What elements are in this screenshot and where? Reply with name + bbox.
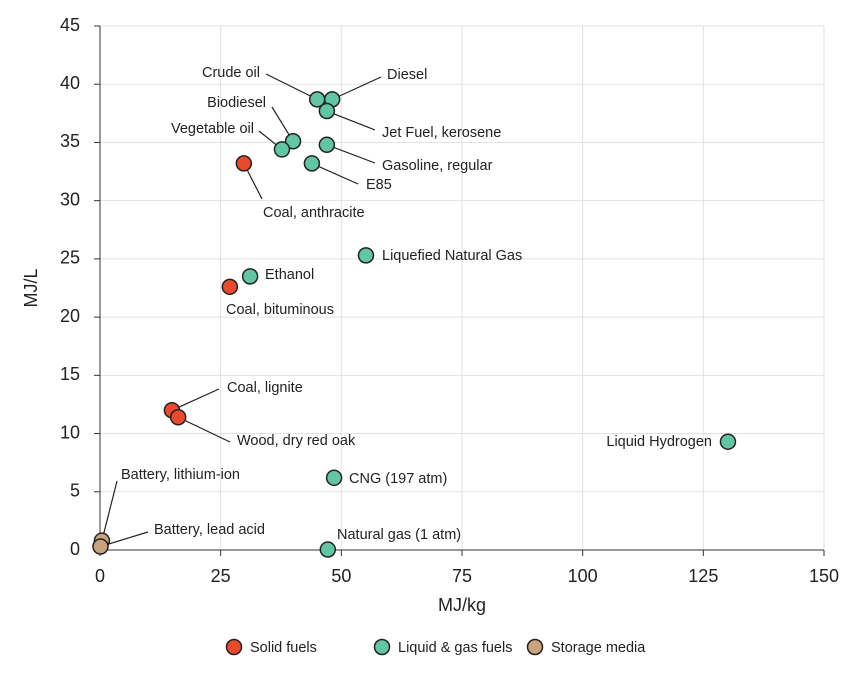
point-label: Crude oil (202, 65, 260, 81)
legend-marker (526, 638, 544, 656)
leader-line (311, 162, 359, 185)
legend-label: Solid fuels (250, 640, 317, 656)
y-tick-label: 30 (60, 189, 80, 209)
point (318, 136, 336, 154)
point-label: Battery, lead acid (154, 522, 265, 538)
point-label: Liquid Hydrogen (606, 434, 712, 450)
y-tick-label: 15 (60, 364, 80, 384)
point-label: Coal, lignite (227, 380, 303, 396)
x-tick-label: 50 (331, 566, 351, 586)
point-label: Ethanol (265, 267, 314, 283)
x-tick-label: 0 (95, 566, 105, 586)
point-label: Wood, dry red oak (237, 433, 356, 449)
leader-line (177, 416, 231, 443)
x-tick-label: 150 (809, 566, 839, 586)
point (92, 538, 109, 555)
y-tick-label: 20 (60, 306, 80, 326)
point-label: CNG (197 atm) (349, 471, 447, 487)
point-label: Liquefied Natural Gas (382, 248, 522, 264)
x-axis-title: MJ/kg (438, 595, 486, 615)
point-label: Jet Fuel, kerosene (382, 125, 501, 141)
y-tick-label: 25 (60, 248, 80, 268)
leader-line (100, 531, 149, 548)
leader-line (101, 480, 118, 541)
point (319, 541, 337, 558)
point-label: Coal, bituminous (226, 302, 334, 318)
legend-label: Liquid & gas fuels (398, 640, 512, 656)
legend-marker (373, 638, 391, 656)
y-tick-label: 5 (70, 481, 80, 501)
point-label: Natural gas (1 atm) (337, 527, 461, 543)
y-axis-title: MJ/L (21, 268, 41, 307)
point-label: E85 (366, 177, 392, 193)
leader-line (326, 144, 376, 164)
point (169, 409, 187, 426)
point-label: Battery, lithium-ion (121, 467, 240, 483)
point (318, 102, 336, 120)
leader-line (331, 76, 382, 100)
point (303, 155, 321, 172)
point (357, 247, 375, 264)
point-label: Coal, anthracite (263, 205, 365, 221)
legend-marker (225, 638, 243, 656)
legend-label: Storage media (551, 640, 646, 656)
point (235, 155, 253, 172)
point (719, 433, 737, 450)
y-tick-label: 35 (60, 131, 80, 151)
y-tick-label: 45 (60, 15, 80, 35)
leader-line (171, 388, 220, 411)
leader-line (326, 110, 376, 131)
y-tick-label: 0 (70, 539, 80, 559)
y-tick-label: 40 (60, 73, 80, 93)
point (221, 278, 239, 296)
x-tick-label: 100 (568, 566, 598, 586)
point-label: Gasoline, regular (382, 158, 493, 174)
point-label: Diesel (387, 67, 427, 83)
leader-line (265, 73, 318, 100)
point-label: Biodiesel (207, 95, 266, 111)
point (284, 133, 302, 150)
x-tick-label: 125 (688, 566, 718, 586)
point (241, 268, 259, 285)
x-tick-label: 75 (452, 566, 472, 586)
point (273, 141, 291, 158)
point-label: Vegetable oil (171, 121, 254, 137)
point (325, 469, 343, 487)
x-tick-label: 25 (211, 566, 231, 586)
y-tick-label: 10 (60, 422, 80, 442)
